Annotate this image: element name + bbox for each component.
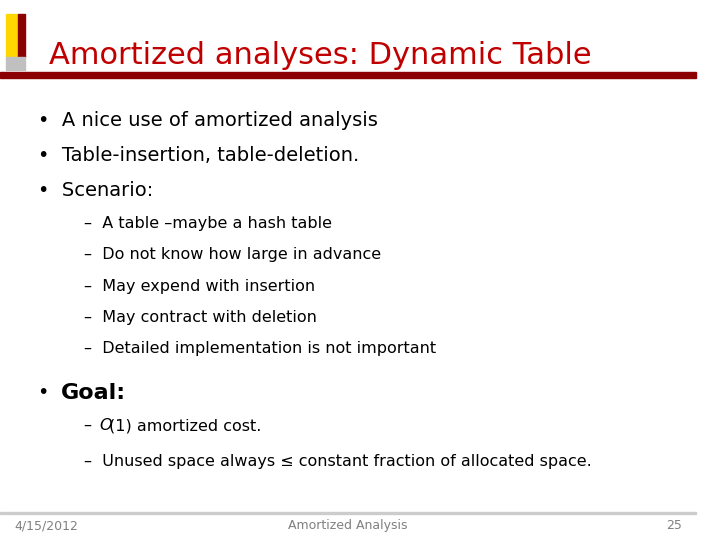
- Bar: [6, 57, 25, 70]
- Text: •  Scenario:: • Scenario:: [38, 181, 153, 200]
- Bar: [0, 72, 696, 78]
- Bar: [0, 512, 696, 514]
- Text: •: •: [38, 383, 62, 402]
- Bar: [6, 14, 18, 57]
- Bar: [18, 14, 25, 57]
- Text: 25: 25: [667, 519, 683, 532]
- Text: •  A nice use of amortized analysis: • A nice use of amortized analysis: [38, 111, 378, 130]
- Text: –  May expend with insertion: – May expend with insertion: [84, 279, 315, 294]
- Text: Amortized Analysis: Amortized Analysis: [289, 519, 408, 532]
- Text: –  Detailed implementation is not important: – Detailed implementation is not importa…: [84, 341, 436, 356]
- Text: •  Table-insertion, table-deletion.: • Table-insertion, table-deletion.: [38, 146, 359, 165]
- Text: –  A table –maybe a hash table: – A table –maybe a hash table: [84, 216, 331, 231]
- Text: –  May contract with deletion: – May contract with deletion: [84, 310, 316, 325]
- Text: –  Do not know how large in advance: – Do not know how large in advance: [84, 247, 381, 262]
- Text: 4/15/2012: 4/15/2012: [14, 519, 78, 532]
- Text: –  Unused space always ≤ constant fraction of allocated space.: – Unused space always ≤ constant fractio…: [84, 454, 591, 469]
- Text: (1) amortized cost.: (1) amortized cost.: [109, 418, 261, 434]
- Text: O: O: [99, 418, 112, 434]
- Text: Goal:: Goal:: [60, 383, 126, 403]
- Text: Amortized analyses: Dynamic Table: Amortized analyses: Dynamic Table: [49, 40, 591, 70]
- Text: –: –: [84, 418, 102, 434]
